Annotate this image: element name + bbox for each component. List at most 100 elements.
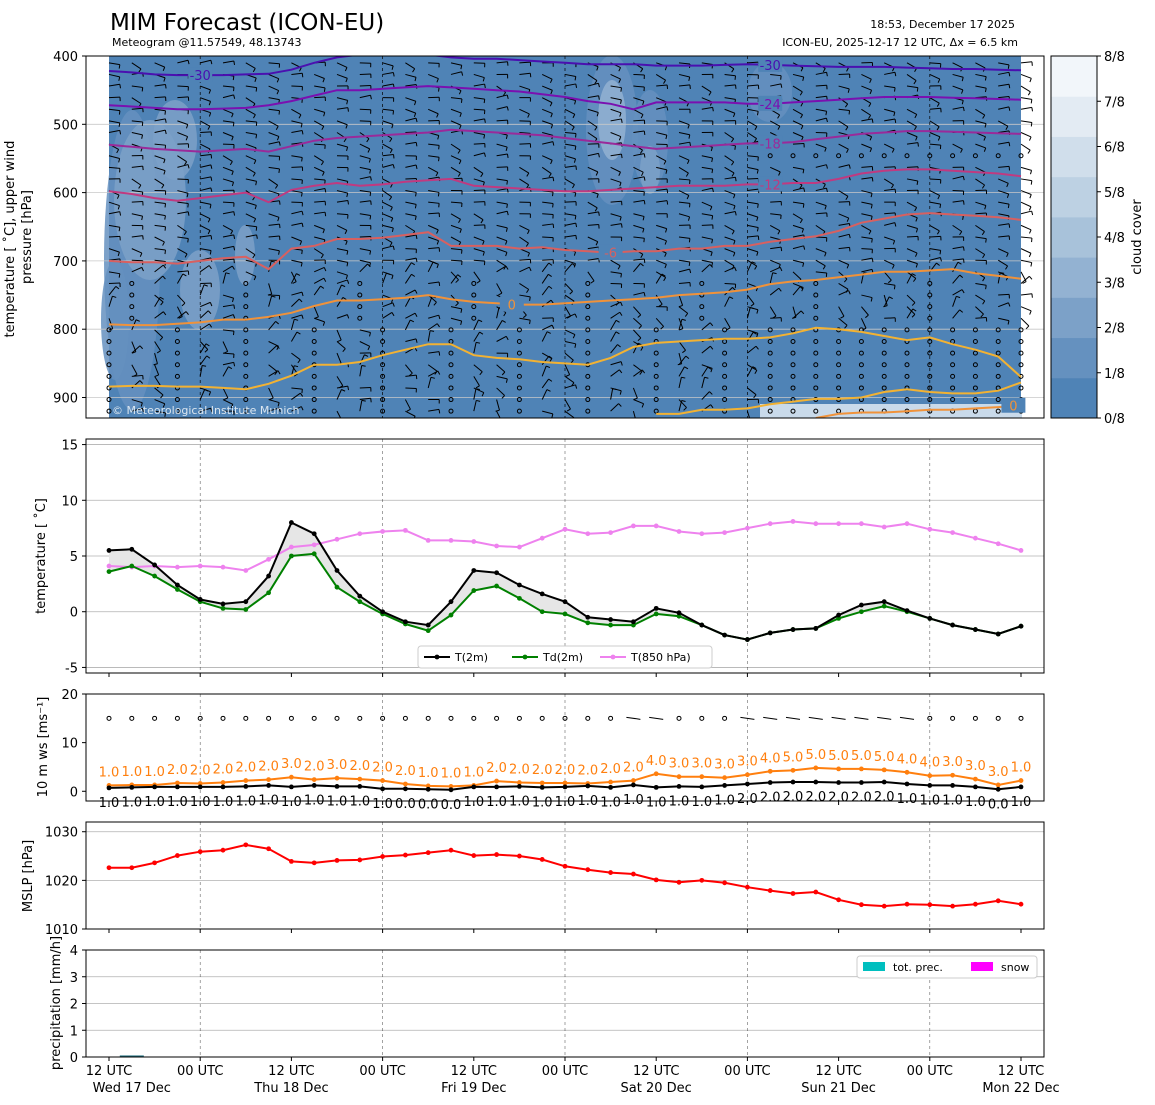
wind-barb (998, 165, 1010, 168)
wind-barb-feather (163, 77, 166, 82)
calm-marker (608, 715, 614, 721)
wind-barb (473, 319, 479, 331)
wind-barb-feather (639, 371, 643, 375)
wind-barb (975, 317, 987, 319)
gust-value-label: 2.0 (555, 763, 576, 778)
wind-barb (382, 108, 394, 112)
wind-barb (792, 142, 805, 145)
wind-barb-feather (505, 336, 509, 341)
wind-barb-feather (208, 265, 212, 270)
wind-barb (724, 236, 736, 242)
wind-barb-feather (574, 100, 577, 105)
wind-barb-feather (139, 345, 144, 350)
wind-barb-feather (575, 223, 578, 228)
wind-barb (382, 224, 394, 229)
calm-marker (357, 292, 363, 298)
colorbar-band (1051, 136, 1097, 178)
wind-barb-feather (344, 67, 348, 72)
wind-barb (610, 361, 622, 366)
wind-barb-feather (299, 392, 304, 397)
wind-barb (792, 282, 804, 288)
wind-barb-feather (710, 368, 713, 373)
wind-barb-feather (981, 184, 985, 189)
calm-marker (106, 408, 112, 414)
wind-barb (769, 266, 781, 273)
wind-barb-feather (117, 205, 120, 210)
calm-marker (380, 408, 386, 414)
panel-frame (85, 438, 1045, 674)
calm-marker (836, 153, 842, 159)
wind-barb (838, 290, 849, 296)
calm-marker (174, 397, 180, 403)
wind-barb-feather (322, 229, 325, 234)
x-tick-label: 12 UTC (86, 1064, 132, 1079)
gust-value-label: 5.0 (805, 748, 826, 763)
wind-barb (541, 97, 553, 104)
wind-barb-feather (414, 215, 417, 220)
calm-marker (152, 715, 158, 721)
wind-barb (131, 62, 142, 70)
wind-barb-feather (961, 89, 964, 94)
wind-barb-feather (478, 319, 483, 323)
isotherm-label: -30 (760, 59, 781, 74)
t850-point (608, 530, 613, 535)
wind-barb (884, 71, 896, 75)
gust-point (722, 775, 727, 781)
wind-barb (199, 355, 208, 366)
gust-value-label: 3.0 (691, 757, 712, 772)
wind-barb-feather (575, 83, 578, 88)
wind-barb (222, 265, 233, 273)
wind-barb-feather (822, 265, 826, 270)
t850-point (220, 564, 226, 570)
t850-point (927, 526, 933, 532)
wind-barb-feather (370, 95, 372, 100)
wind-barb (770, 200, 782, 203)
wind-barb-feather (178, 316, 183, 319)
mslp-point (813, 889, 819, 895)
t2m-point (334, 568, 340, 573)
wind-barb (200, 235, 212, 238)
wind-barb (473, 213, 484, 221)
wind-y-label: 10 m ws [ms⁻¹] (36, 697, 51, 798)
wind-barb-feather (688, 134, 691, 139)
wind-barb-feather (369, 215, 372, 220)
wind-barb (747, 294, 755, 305)
wind-barb (769, 120, 781, 127)
wind-barb (199, 265, 210, 273)
wind-barb (268, 120, 279, 127)
wind-barb-feather (392, 245, 395, 250)
t850-point (106, 563, 112, 569)
wind-barb-feather (185, 311, 189, 316)
calm-marker (836, 373, 842, 379)
wind-barb (1020, 210, 1032, 215)
wind-barb-feather (293, 373, 298, 377)
wind-barb (359, 400, 363, 412)
t2m-point (631, 619, 636, 625)
calm-marker (790, 362, 796, 368)
wind-barb-feather (870, 193, 873, 198)
wind-barb (747, 108, 759, 112)
calm-marker (722, 715, 728, 721)
wind-barb (724, 201, 736, 207)
wind-barb (268, 399, 280, 404)
wind-barb-feather (141, 134, 144, 139)
t2m-point (767, 630, 773, 636)
wind-barb-feather (364, 354, 369, 357)
wind-barb (177, 155, 187, 163)
wind-barb (427, 330, 431, 342)
gust-value-label: 5.0 (783, 750, 804, 765)
wind-barb (154, 329, 164, 338)
wind-barb-feather (529, 296, 531, 301)
wind-barb-feather (914, 207, 918, 212)
wind-barb-feather (187, 60, 190, 65)
wind-barb-feather (361, 365, 366, 367)
calm-marker (448, 373, 454, 379)
t2m-point (1018, 623, 1024, 629)
wind-barb-feather (566, 408, 571, 412)
t2m-point (425, 622, 431, 628)
wind-barb (496, 265, 507, 273)
wind-barb (564, 120, 575, 128)
wind-barb (747, 224, 759, 228)
model-info: ICON-EU, 2025-12-17 12 UTC, Δx = 6.5 km (782, 36, 1018, 49)
wind-barb (314, 317, 325, 323)
